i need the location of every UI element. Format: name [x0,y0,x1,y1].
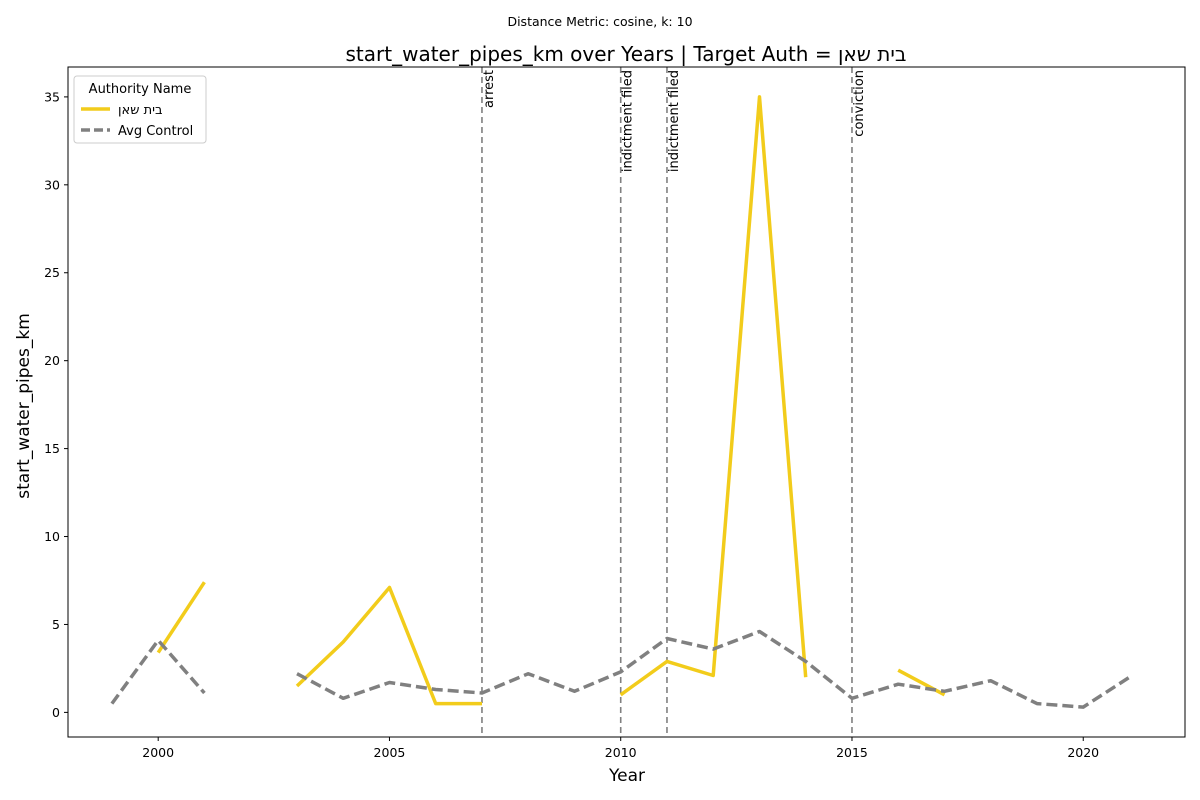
y-tick-label: 30 [44,177,60,192]
legend-box [73,75,207,144]
x-tick-label: 2005 [374,745,406,760]
event-label: indictment filed [621,70,636,172]
x-tick-label: 2010 [605,745,637,760]
x-tick-label: 2015 [836,745,868,760]
series-target [156,95,946,706]
y-tick-label: 20 [44,353,60,368]
series-line-segment [897,668,946,697]
series-line-segment [110,638,206,705]
legend-label-target: בית שאן [118,103,163,118]
y-tick-label: 35 [44,89,60,104]
event-label: indictment filed [667,70,682,172]
plot-frame [67,66,1186,738]
x-axis-label: Year [608,766,645,786]
x-tick-label: 2020 [1067,745,1099,760]
y-tick-label: 15 [44,441,60,456]
event-markers: arrest indictment filed indictment filed co… [481,67,867,737]
chart-suptitle: Distance Metric: cosine, k: 10 [507,14,692,29]
series-line-segment [156,581,206,654]
y-axis-label: start_water_pipes_km [14,313,34,499]
series-line-segment [296,629,1131,709]
chart-title: start_water_pipes_km over Years | Target… [346,42,907,66]
x-tick-label: 2000 [142,745,174,760]
legend-title: Authority Name [89,82,192,97]
series-line-segment [619,95,808,697]
y-tick-label: 25 [44,265,60,280]
series-control [110,629,1131,709]
axis-ticks: 2000 2005 2010 2015 2020 0 5 10 15 20 25 30 35 [44,89,1099,760]
legend: Authority Name בית שאן Avg Control [73,75,207,144]
series-line-segment [295,585,482,706]
legend-label-control: Avg Control [118,124,193,139]
y-tick-label: 0 [52,705,60,720]
y-tick-label: 10 [44,529,60,544]
series-lines [110,95,1131,709]
y-tick-label: 5 [52,617,60,632]
event-label: arrest [482,70,497,108]
event-label: conviction [852,70,867,137]
